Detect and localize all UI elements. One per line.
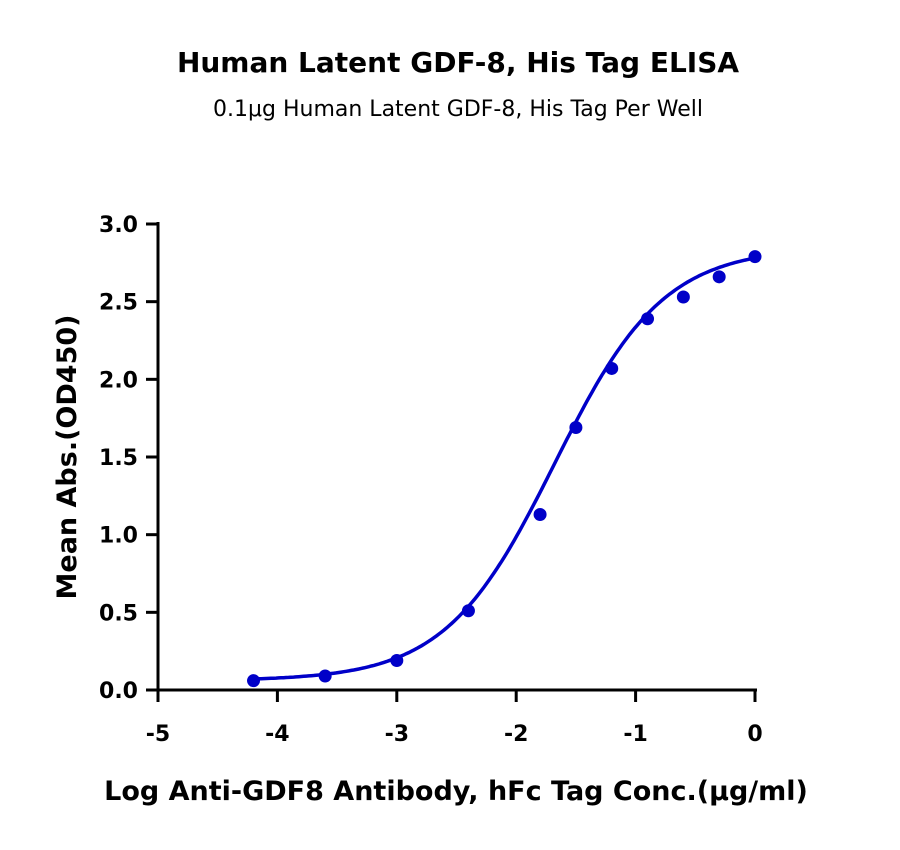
data-point [641, 312, 655, 326]
y-tick-label: 0.5 [99, 601, 138, 626]
data-point [247, 674, 261, 688]
fit-curve-group [253, 256, 756, 681]
data-point [748, 250, 762, 264]
tick-labels: -5 -4 -3 -2 -1 0 0.0 0.5 1.0 1.5 2.0 2.5 3.0 [99, 213, 763, 747]
y-tick-label: 2.5 [99, 291, 138, 316]
data-point [712, 270, 726, 284]
x-tick-label: -5 [146, 722, 170, 747]
x-tick-label: 0 [747, 722, 762, 747]
data-point [318, 669, 332, 683]
y-tick-label: 1.5 [99, 446, 138, 471]
axes [146, 222, 757, 702]
x-tick-label: -4 [265, 722, 289, 747]
data-point [605, 361, 619, 375]
data-point [533, 507, 547, 521]
y-tick-label: 1.0 [99, 524, 138, 549]
y-tick-label: 2.0 [99, 368, 138, 393]
y-axis-label: Mean Abs.(OD450) [52, 315, 83, 600]
data-point [569, 420, 583, 434]
y-tick-label: 0.0 [99, 679, 138, 704]
chart-title: Human Latent GDF-8, His Tag ELISA [177, 46, 739, 79]
y-tick-label: 3.0 [99, 213, 138, 238]
fit-curve [253, 256, 756, 681]
data-point [461, 604, 475, 618]
x-tick-label: -2 [504, 722, 528, 747]
x-axis-label: Log Anti-GDF8 Antibody, hFc Tag Conc.(μg… [104, 776, 808, 807]
chart-subtitle: 0.1μg Human Latent GDF-8, His Tag Per We… [213, 97, 703, 122]
data-point [390, 653, 404, 667]
x-tick-label: -3 [385, 722, 409, 747]
data-points [247, 250, 762, 688]
data-point [676, 290, 690, 304]
x-tick-label: -1 [623, 722, 647, 747]
